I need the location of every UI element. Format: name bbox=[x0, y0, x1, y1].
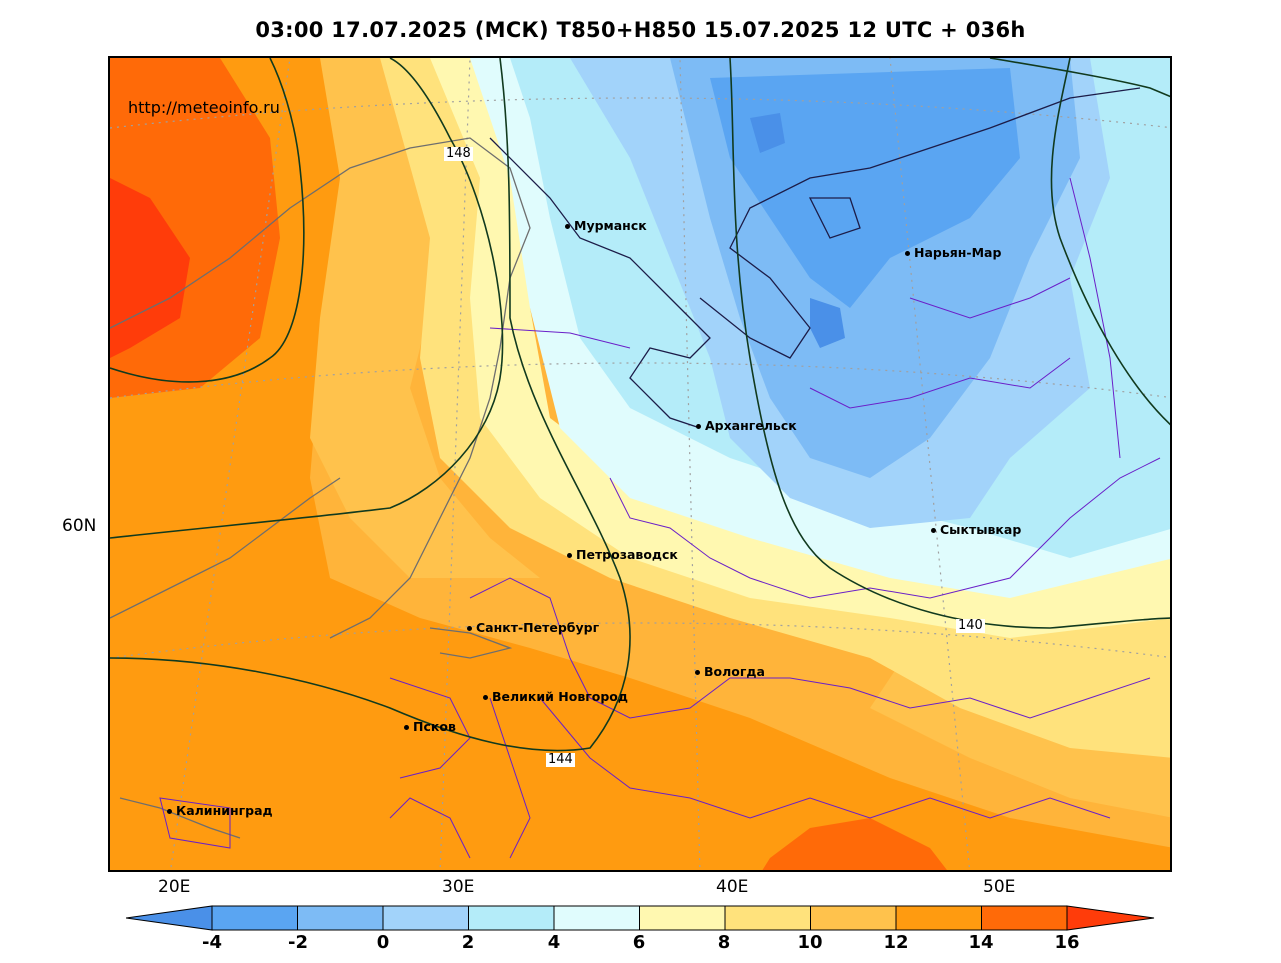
city-dot-icon bbox=[167, 809, 172, 814]
city-dot-icon bbox=[695, 670, 700, 675]
lat-label-60n: 60N bbox=[62, 516, 97, 536]
city-label: Архангельск bbox=[705, 418, 797, 433]
city-dot-icon bbox=[567, 553, 572, 558]
city-label: Вологда bbox=[704, 664, 765, 679]
band-14 bbox=[110, 58, 1170, 870]
legend-label: 4 bbox=[547, 932, 561, 953]
temperature-field bbox=[110, 58, 1170, 870]
city-label: Псков bbox=[413, 719, 456, 734]
legend-cell bbox=[639, 905, 726, 931]
legend-cell bbox=[297, 905, 384, 931]
city-pskov: Псков bbox=[404, 719, 456, 734]
legend-arrow-high bbox=[1066, 905, 1155, 931]
legend-cell bbox=[895, 905, 982, 931]
legend-label: 14 bbox=[968, 932, 994, 953]
legend-label: 8 bbox=[717, 932, 731, 953]
lon-label-20e: 20E bbox=[158, 877, 191, 897]
legend-label: 16 bbox=[1054, 932, 1080, 953]
city-veliky-novgorod: Великий Новгород bbox=[483, 689, 628, 704]
city-dot-icon bbox=[696, 424, 701, 429]
city-vologda: Вологда bbox=[695, 664, 765, 679]
weather-map bbox=[108, 56, 1172, 872]
band-16-core bbox=[110, 178, 190, 358]
isohypse-label: 144 bbox=[546, 752, 575, 767]
legend-label: 12 bbox=[883, 932, 909, 953]
city-dot-icon bbox=[467, 626, 472, 631]
city-petrozavodsk: Петрозаводск bbox=[567, 547, 678, 562]
city-dot-icon bbox=[565, 224, 570, 229]
map-title: 03:00 17.07.2025 (МСК) T850+H850 15.07.2… bbox=[255, 18, 1026, 42]
city-kaliningrad: Калининград bbox=[167, 803, 273, 818]
city-dot-icon bbox=[905, 251, 910, 256]
legend-labels: -4 -2 0 2 4 6 8 10 12 14 16 bbox=[0, 932, 1281, 956]
city-label: Сыктывкар bbox=[940, 522, 1022, 537]
city-naryan-mar: Нарьян-Мар bbox=[905, 245, 1001, 260]
city-dot-icon bbox=[483, 695, 488, 700]
legend-label: 2 bbox=[461, 932, 475, 953]
graticule bbox=[110, 58, 1170, 870]
lon-label-40e: 40E bbox=[716, 877, 749, 897]
source-url[interactable]: http://meteoinfo.ru bbox=[128, 98, 280, 117]
legend-arrow-low bbox=[126, 905, 213, 931]
band-minus2 bbox=[710, 68, 1020, 308]
legend-label: -4 bbox=[202, 932, 222, 953]
city-murmansk: Мурманск bbox=[565, 218, 647, 233]
legend-cell bbox=[468, 905, 555, 931]
color-legend bbox=[126, 905, 1155, 931]
legend-cell bbox=[553, 905, 640, 931]
city-saint-petersburg: Санкт-Петербург bbox=[467, 620, 599, 635]
admin-borders bbox=[159, 177, 1161, 859]
coastlines bbox=[110, 137, 531, 839]
band-8 bbox=[430, 58, 1170, 638]
city-dot-icon bbox=[404, 725, 409, 730]
legend-cell bbox=[724, 905, 811, 931]
band-minus4-a bbox=[750, 113, 785, 153]
city-label: Нарьян-Мар bbox=[914, 245, 1002, 260]
isohypse-label: 140 bbox=[956, 618, 985, 633]
isohypses bbox=[110, 58, 1170, 752]
legend-label: 10 bbox=[797, 932, 823, 953]
city-syktyvkar: Сыктывкар bbox=[931, 522, 1021, 537]
city-label: Мурманск bbox=[574, 218, 647, 233]
city-label: Петрозаводск bbox=[576, 547, 678, 562]
city-dot-icon bbox=[931, 528, 936, 533]
lon-label-50e: 50E bbox=[983, 877, 1016, 897]
legend-label: 0 bbox=[376, 932, 390, 953]
city-label: Санкт-Петербург bbox=[476, 620, 600, 635]
legend-cell bbox=[382, 905, 469, 931]
coast-dark bbox=[489, 87, 1141, 429]
city-label: Великий Новгород bbox=[492, 689, 628, 704]
legend-cell bbox=[211, 905, 298, 931]
isohypse-label: 148 bbox=[444, 146, 473, 161]
band-16-south bbox=[762, 818, 947, 870]
legend-label: 6 bbox=[632, 932, 646, 953]
legend-label: -2 bbox=[288, 932, 308, 953]
lon-label-30e: 30E bbox=[442, 877, 475, 897]
legend-cell bbox=[810, 905, 897, 931]
city-arkhangelsk: Архангельск bbox=[696, 418, 797, 433]
legend-cell bbox=[981, 905, 1068, 931]
band-10 bbox=[380, 58, 1170, 758]
band-minus4-b bbox=[810, 298, 845, 348]
city-label: Калининград bbox=[176, 803, 273, 818]
